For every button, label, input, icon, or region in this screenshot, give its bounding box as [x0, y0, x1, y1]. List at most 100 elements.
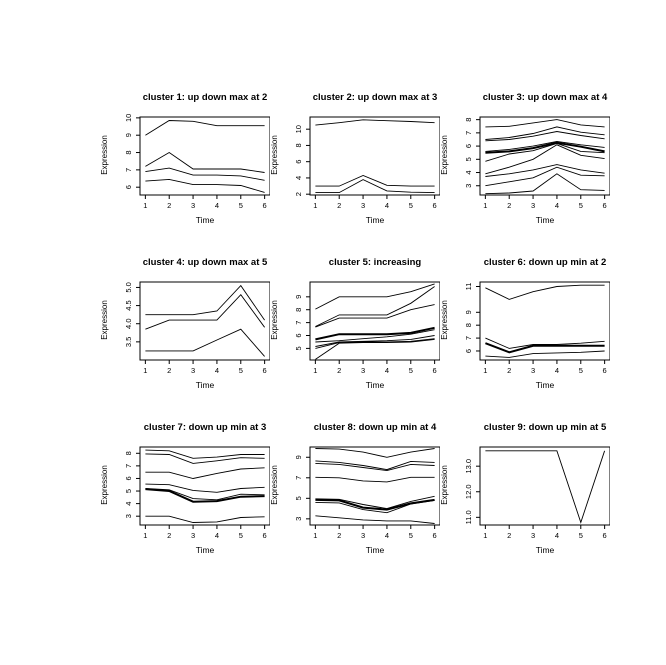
svg-text:6: 6 [263, 531, 267, 540]
svg-text:1: 1 [313, 201, 317, 210]
svg-text:1: 1 [313, 366, 317, 375]
y-axis-label: Expression [270, 465, 279, 505]
svg-text:2: 2 [507, 201, 511, 210]
subplot-title: cluster 6: down up min at 2 [483, 257, 607, 268]
svg-text:10: 10 [124, 114, 133, 122]
svg-text:6: 6 [263, 366, 267, 375]
svg-text:9: 9 [294, 295, 303, 299]
svg-text:1: 1 [483, 366, 487, 375]
svg-text:10: 10 [294, 125, 303, 133]
svg-text:2: 2 [167, 531, 171, 540]
subplot-title: cluster 4: up down max at 5 [142, 257, 268, 268]
subplot-title: cluster 2: up down max at 3 [312, 92, 438, 103]
svg-text:2: 2 [167, 201, 171, 210]
svg-text:5: 5 [124, 489, 133, 493]
svg-text:2: 2 [167, 366, 171, 375]
svg-text:13.0: 13.0 [464, 459, 473, 474]
y-axis-label: Expression [100, 135, 109, 175]
svg-text:4: 4 [215, 531, 219, 540]
plot-canvas: 1 2 3 4 5 6 6 7 8 9 11 [464, 281, 610, 375]
svg-text:7: 7 [124, 464, 133, 468]
subplot-title: cluster 1: up down max at 2 [142, 92, 268, 103]
subplot-cluster-7: cluster 7: down up min at 3 1 2 3 4 5 6 3 4 5 6 7 8… [100, 418, 270, 583]
svg-text:4: 4 [294, 176, 303, 180]
svg-text:5: 5 [294, 496, 303, 500]
x-axis-label: Time [365, 545, 385, 555]
subplot-cluster-9: cluster 9: down up min at 5 1 2 3 4 5 6 11.0 12… [440, 418, 610, 583]
svg-text:5: 5 [409, 531, 413, 540]
svg-text:3: 3 [531, 366, 535, 375]
svg-text:1: 1 [483, 531, 487, 540]
x-axis-label: Time [195, 380, 215, 390]
svg-text:11.0: 11.0 [464, 510, 473, 524]
x-axis-label: Time [365, 215, 385, 225]
x-axis-label: Time [195, 215, 215, 225]
y-axis-label: Expression [440, 135, 449, 175]
svg-text:2: 2 [507, 366, 511, 375]
plot-canvas: 1 2 3 4 5 6 11.0 12.0 13.0 [464, 446, 610, 540]
svg-text:6: 6 [603, 366, 607, 375]
svg-text:9: 9 [124, 133, 133, 137]
svg-text:3: 3 [464, 184, 473, 188]
svg-text:5: 5 [294, 346, 303, 350]
x-axis-label: Time [535, 380, 555, 390]
svg-text:12.0: 12.0 [464, 484, 473, 499]
plot-grid: cluster 1: up down max at 2 1 2 3 4 5 6 6 7 8 9 10… [100, 88, 610, 583]
x-axis-label: Time [195, 545, 215, 555]
subplot-title: cluster 3: up down max at 4 [482, 92, 608, 103]
y-axis-label: Expression [270, 300, 279, 340]
svg-text:3: 3 [191, 366, 195, 375]
svg-text:4: 4 [124, 502, 133, 506]
svg-text:4: 4 [555, 366, 559, 375]
svg-text:1: 1 [143, 366, 147, 375]
plot-canvas: 1 2 3 4 5 6 3.5 4.0 4.5 5.0 [124, 281, 270, 375]
svg-text:4: 4 [215, 201, 219, 210]
svg-text:3: 3 [361, 366, 365, 375]
subplot-cluster-1: cluster 1: up down max at 2 1 2 3 4 5 6 6 7 8 9 10… [100, 88, 270, 253]
svg-text:8: 8 [124, 150, 133, 154]
svg-text:7: 7 [464, 336, 473, 340]
y-axis-label: Expression [440, 300, 449, 340]
svg-text:6: 6 [124, 476, 133, 480]
svg-text:4: 4 [555, 531, 559, 540]
svg-text:6: 6 [124, 185, 133, 189]
svg-text:8: 8 [464, 118, 473, 122]
y-axis-label: Expression [270, 135, 279, 175]
svg-text:7: 7 [124, 168, 133, 172]
y-axis-label: Expression [100, 465, 109, 505]
svg-text:3: 3 [361, 201, 365, 210]
svg-text:5: 5 [239, 201, 243, 210]
svg-text:3: 3 [191, 201, 195, 210]
svg-text:2: 2 [294, 192, 303, 196]
plot-canvas: 1 2 3 4 5 6 3 4 5 6 7 8 [464, 116, 610, 210]
svg-text:7: 7 [294, 476, 303, 480]
svg-text:6: 6 [294, 333, 303, 337]
svg-text:6: 6 [433, 366, 437, 375]
plot-canvas: 1 2 3 4 5 6 3 5 7 9 [294, 446, 440, 540]
svg-text:2: 2 [337, 201, 341, 210]
svg-text:1: 1 [143, 201, 147, 210]
plot-canvas: 1 2 3 4 5 6 2 4 6 8 10 [294, 116, 440, 210]
svg-text:2: 2 [507, 531, 511, 540]
svg-text:5: 5 [579, 201, 583, 210]
plot-canvas: 1 2 3 4 5 6 3 4 5 6 7 8 [124, 446, 270, 540]
svg-text:2: 2 [337, 366, 341, 375]
svg-text:9: 9 [294, 455, 303, 459]
x-axis-label: Time [535, 545, 555, 555]
svg-text:5: 5 [464, 157, 473, 161]
svg-text:5: 5 [239, 531, 243, 540]
svg-text:8: 8 [124, 451, 133, 455]
svg-text:4: 4 [385, 531, 389, 540]
svg-text:5: 5 [579, 531, 583, 540]
x-axis-label: Time [535, 215, 555, 225]
svg-text:6: 6 [464, 349, 473, 353]
subplot-title: cluster 8: down up min at 4 [313, 422, 437, 433]
svg-text:4.0: 4.0 [124, 319, 133, 329]
svg-text:3: 3 [124, 514, 133, 518]
svg-text:3: 3 [294, 517, 303, 521]
svg-text:7: 7 [294, 321, 303, 325]
svg-text:7: 7 [464, 131, 473, 135]
svg-text:4: 4 [385, 366, 389, 375]
subplot-cluster-5: cluster 5: increasing 1 2 3 4 5 6 5 6 7 8 9 Time E… [270, 253, 440, 418]
